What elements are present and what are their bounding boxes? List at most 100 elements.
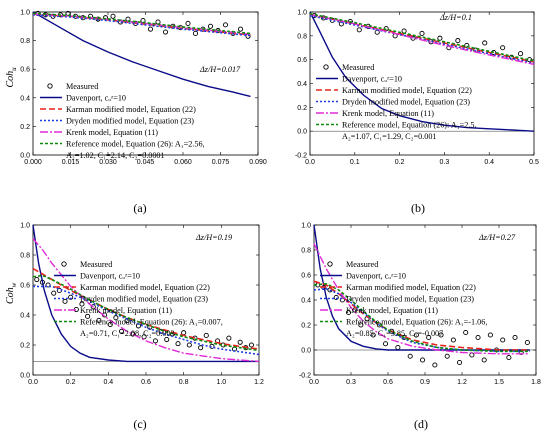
x-tick-label: 0.9 — [420, 379, 430, 386]
x-tick-label: 0.075 — [212, 159, 230, 166]
measured-point — [481, 357, 487, 363]
measured-point — [487, 332, 493, 338]
y-tick-label: 0.8 — [20, 253, 30, 260]
measured-point — [382, 341, 389, 347]
x-tick-label: 0.0 — [309, 379, 319, 386]
legend-marker-measured — [47, 83, 53, 89]
x-tick-label: 0.015 — [62, 159, 80, 166]
legend-label-measured: Measured — [66, 82, 98, 91]
legend-label-krenk: Krenk model, Equation (11) — [342, 109, 434, 118]
y-tick-label: 1.0 — [20, 10, 30, 17]
measured-point — [444, 353, 450, 359]
legend-marker-measured — [327, 261, 333, 267]
legend-label-dryden: Dryden modified model, Equation (23) — [80, 295, 208, 304]
measured-point — [45, 282, 51, 288]
y-tick-label: 0.6 — [297, 57, 307, 64]
measured-point — [410, 35, 416, 41]
measured-point — [222, 22, 229, 28]
y-tick-label: 0.0 — [20, 153, 30, 160]
measured-point — [358, 322, 364, 328]
measured-point — [432, 362, 438, 368]
davenport-line — [32, 224, 259, 363]
y-tick-label: -0.2 — [295, 153, 307, 160]
ratio-label: Δz/H=0.19 — [195, 233, 232, 242]
measured-point — [118, 328, 125, 334]
measured-point — [62, 298, 68, 304]
measured-point — [456, 359, 463, 366]
x-tick-label: 0.045 — [137, 159, 155, 166]
measured-point — [79, 301, 85, 307]
measured-point — [500, 45, 506, 51]
legend-label-measured: Measured — [80, 260, 112, 269]
measured-point — [90, 304, 96, 310]
y-tick-label: 0.4 — [20, 95, 30, 102]
karman-line — [32, 267, 260, 350]
measured-point — [237, 26, 244, 32]
legend-label-dryden: Dryden modified model, Equation (23) — [66, 117, 194, 126]
measured-point — [374, 29, 380, 35]
measured-point — [185, 20, 191, 26]
ratio-label: Δz/H=0.27 — [478, 233, 516, 242]
measured-point — [162, 29, 169, 35]
davenport-line — [32, 11, 251, 98]
legend-label-reference: Reference model, Equation (26): A₁=2.56, — [66, 140, 205, 149]
measured-point — [506, 354, 512, 361]
measured-point — [113, 315, 119, 321]
x-tick-label: 0.0 — [28, 379, 38, 386]
measured-point — [333, 294, 339, 301]
measured-point — [207, 23, 214, 29]
y-tick-label: 0.0 — [297, 129, 307, 136]
legend-label-krenk: Krenk model, Equation (11) — [346, 306, 438, 315]
x-tick-label: 0.8 — [179, 379, 189, 386]
legend-params: A₂=0.71, C₁=2.08, C₂=0.003 — [80, 329, 175, 338]
measured-point — [345, 309, 352, 316]
y-tick-label: 1.0 — [297, 10, 307, 17]
measured-point — [152, 338, 158, 344]
measured-point — [395, 344, 401, 351]
legend-label-dryden: Dryden modified model, Equation (23) — [346, 295, 474, 304]
measured-point — [107, 321, 113, 328]
panel-c: 0.0 0.2 0.4 0.6 0.8 1.0 1.2 0.0 0.2 0.4 0.6 0.8 1.0 C… — [5, 223, 264, 432]
measured-point — [450, 337, 456, 343]
dryden-line — [313, 287, 530, 353]
x-tick-label: 0.030 — [99, 159, 117, 166]
krenk-line — [309, 13, 535, 66]
measured-point — [407, 353, 413, 359]
legend-label-reference: Reference model, Equation (26): A₁=-1.06… — [346, 318, 487, 327]
y-tick-label: 1.0 — [301, 223, 311, 230]
measured-point — [85, 313, 91, 319]
legend-label-karman: Karman modified model, Equation (22) — [342, 86, 472, 95]
y-axis-label: Cohu — [5, 67, 18, 88]
measured-point — [198, 345, 204, 351]
measured-point — [518, 51, 524, 57]
measured-point — [175, 341, 181, 347]
y-tick-label: 0.4 — [20, 313, 30, 320]
y-tick-label: 0.0 — [20, 373, 30, 380]
y-tick-label: 0.6 — [301, 273, 311, 280]
measured-point — [455, 38, 461, 44]
y-axis-label: Cohw — [5, 282, 18, 304]
measured-point — [147, 26, 154, 32]
x-tick-label: 0.6 — [141, 379, 151, 386]
x-tick-label: 1.2 — [254, 379, 264, 386]
measured-point — [339, 297, 345, 303]
measured-point — [512, 334, 518, 341]
y-tick-label: 0.0 — [301, 348, 311, 355]
panel-label: (a) — [133, 201, 146, 215]
measured-point — [482, 40, 488, 46]
measured-point — [237, 339, 243, 345]
y-tick-label: 0.2 — [20, 343, 30, 350]
dryden-line — [32, 14, 251, 37]
measured-point — [413, 332, 419, 338]
measured-point — [370, 332, 376, 338]
y-tick-label: -0.2 — [299, 373, 311, 380]
y-tick-label: 0.2 — [20, 124, 30, 131]
ratio-label: Δz/H=0.017 — [199, 65, 241, 74]
measured-point — [475, 334, 481, 341]
krenk-line — [313, 243, 530, 355]
panel-a: 0.000 0.015 0.030 0.045 0.060 0.075 0.090 0.0 0.… — [5, 10, 267, 216]
legend-params: A₂=1.07, C₁=1.29, C₂=0.001 — [342, 132, 437, 141]
x-tick-label: 0.090 — [249, 159, 267, 166]
measured-point — [68, 294, 74, 300]
panel-b: 0.0 0.1 0.2 0.3 0.4 0.5-0.20.00.20.40.60.81.0… — [295, 10, 539, 216]
